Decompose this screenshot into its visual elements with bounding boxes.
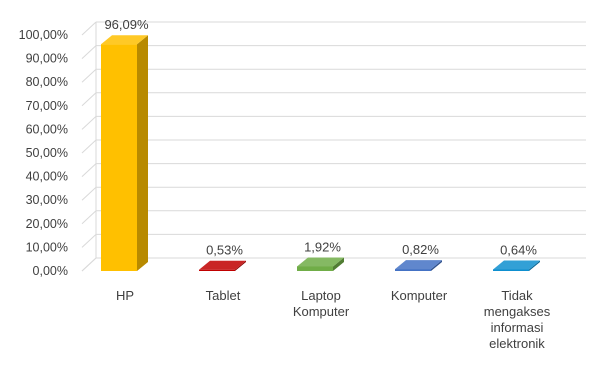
bar-side bbox=[137, 35, 148, 271]
y-axis-ticks: 0,00% 10,00% 20,00% 30,00% 40,00% 50,00% 60,00… bbox=[19, 28, 68, 278]
side-wall-line bbox=[81, 92, 97, 107]
bar-top bbox=[199, 260, 246, 270]
bar-3 bbox=[297, 257, 344, 271]
y-tick-label: 50,00% bbox=[26, 146, 68, 160]
bar-top bbox=[297, 257, 344, 267]
bar-front bbox=[297, 266, 333, 271]
data-label: 1,92% bbox=[304, 239, 341, 254]
category-label: Komputer bbox=[391, 288, 448, 303]
y-tick-label: 30,00% bbox=[26, 193, 68, 207]
category-label: HP bbox=[116, 288, 134, 303]
category-labels: HP Tablet Laptop Komputer Komputer Tidak menga… bbox=[116, 288, 551, 351]
data-label: 0,64% bbox=[500, 242, 537, 257]
bar-side bbox=[235, 260, 246, 271]
bar-top bbox=[493, 260, 540, 270]
y-tick-label: 70,00% bbox=[26, 99, 68, 113]
data-label: 0,53% bbox=[206, 243, 243, 258]
side-wall-line bbox=[81, 186, 97, 201]
data-label: 96,09% bbox=[104, 17, 149, 32]
y-tick-label: 20,00% bbox=[26, 217, 68, 231]
category-label: Tidak mengakses informasi elektronik bbox=[484, 288, 551, 351]
y-tick-label: 10,00% bbox=[26, 240, 68, 254]
bar-top bbox=[101, 35, 148, 45]
side-wall-line bbox=[81, 257, 97, 272]
bars bbox=[101, 35, 540, 271]
bar-5 bbox=[493, 260, 540, 271]
side-wall-line bbox=[81, 163, 97, 177]
bar-front bbox=[101, 44, 137, 271]
y-tick-label: 90,00% bbox=[26, 52, 68, 66]
data-label: 0,82% bbox=[402, 242, 439, 257]
y-tick-label: 60,00% bbox=[26, 122, 68, 136]
side-wall-line bbox=[81, 21, 97, 36]
y-tick-label: 100,00% bbox=[19, 28, 68, 42]
side-wall-line bbox=[81, 210, 97, 225]
side-wall-line bbox=[81, 234, 97, 248]
bar-top bbox=[395, 260, 442, 270]
bar-front bbox=[493, 269, 529, 271]
y-tick-label: 40,00% bbox=[26, 170, 68, 184]
bar-side bbox=[333, 257, 344, 271]
y-tick-label: 80,00% bbox=[26, 75, 68, 89]
category-label: Tablet bbox=[206, 288, 241, 303]
bar-2 bbox=[199, 260, 246, 271]
side-wall-line bbox=[81, 45, 97, 59]
y-tick-label: 0,00% bbox=[33, 264, 68, 278]
data-labels: 96,09% 0,53% 1,92% 0,82% 0,64% bbox=[104, 17, 537, 258]
bar-4 bbox=[395, 260, 442, 271]
side-wall-line bbox=[81, 116, 97, 130]
bar-front bbox=[199, 269, 235, 271]
side-wall-line bbox=[81, 68, 97, 83]
bar-1 bbox=[101, 35, 148, 271]
category-label: Laptop Komputer bbox=[293, 288, 350, 319]
chart-walls bbox=[81, 22, 586, 272]
side-wall-line bbox=[81, 139, 97, 154]
gridlines bbox=[81, 21, 586, 272]
bar-side bbox=[529, 260, 540, 271]
bar-side bbox=[431, 260, 442, 271]
bar-front bbox=[395, 269, 431, 271]
